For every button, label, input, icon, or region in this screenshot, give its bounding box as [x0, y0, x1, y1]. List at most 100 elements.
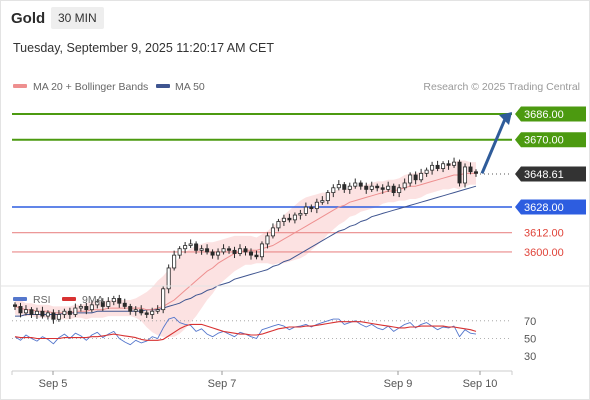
candle-body	[155, 309, 160, 312]
candle-body	[397, 187, 402, 194]
candle-body	[331, 187, 336, 194]
candle-body	[309, 206, 314, 210]
candle-body	[12, 304, 17, 307]
candle-body	[232, 249, 237, 254]
level-badge-3648.61	[515, 166, 586, 182]
candle-body	[446, 163, 451, 166]
rsi-tick-50: 50	[524, 334, 536, 346]
candle-body	[51, 312, 56, 320]
candle-body	[188, 243, 193, 246]
candle-body	[133, 309, 138, 312]
candle-body	[430, 164, 435, 171]
candle-body	[183, 245, 188, 250]
candle-body	[144, 312, 149, 315]
candle-body	[62, 310, 67, 315]
candle-body	[150, 310, 155, 315]
forecast-arrow-shaft	[480, 118, 507, 174]
candle-body	[336, 184, 341, 189]
candle-body	[177, 248, 182, 256]
candle-body	[89, 304, 94, 311]
level-label-3686.00: 3686.00	[524, 109, 564, 121]
candle-body	[199, 248, 204, 251]
candle-body	[95, 301, 100, 306]
candle-body	[369, 185, 374, 190]
level-label-3648.61: 3648.61	[524, 169, 564, 181]
candle-body	[45, 312, 50, 317]
rsi-tick-70: 70	[524, 316, 536, 328]
level-badge-3670.00	[515, 132, 586, 148]
candle-body	[298, 213, 303, 216]
forecast-arrow-head	[499, 112, 512, 126]
candle-body	[238, 248, 243, 254]
level-label-3628.00: 3628.00	[524, 202, 564, 214]
legend-rsi-label: RSI	[33, 294, 51, 306]
candle-body	[221, 248, 226, 253]
candle-body	[73, 307, 78, 315]
candle-body	[128, 306, 133, 312]
legend-9ma-label: 9MA	[82, 294, 104, 306]
legend-9ma-swatch	[62, 297, 76, 301]
candle-body	[78, 306, 83, 309]
candle-body	[358, 182, 363, 187]
candle-body	[473, 171, 478, 174]
x-tick-label-3: Sep 10	[463, 378, 498, 390]
candle-body	[413, 174, 418, 181]
candle-body	[161, 288, 166, 311]
candle-body	[243, 248, 248, 253]
candle-body	[386, 185, 391, 190]
candle-body	[303, 206, 308, 214]
candle-body	[122, 302, 127, 307]
candle-body	[424, 169, 429, 174]
candle-body	[347, 185, 352, 190]
candle-body	[210, 251, 215, 256]
candle-body	[254, 254, 259, 258]
candle-body	[402, 182, 407, 189]
candle-body	[276, 221, 281, 229]
candle-body	[172, 254, 177, 269]
x-tick-label-2: Sep 9	[384, 378, 413, 390]
legend-ma50-label: MA 50	[175, 81, 205, 93]
legend-rsi-swatch	[13, 297, 27, 301]
x-tick-label-0: Sep 5	[39, 378, 68, 390]
candle-body	[205, 248, 210, 253]
candle-body	[117, 298, 122, 304]
candle-body	[441, 163, 446, 169]
legend-ma20-label: MA 20 + Bollinger Bands	[33, 81, 148, 93]
level-label-3670.00: 3670.00	[524, 135, 564, 147]
legend-ma50-swatch	[156, 84, 170, 88]
candle-body	[23, 309, 28, 314]
candle-body	[320, 200, 325, 203]
candle-body	[259, 243, 264, 258]
candle-body	[281, 217, 286, 222]
candle-body	[18, 306, 23, 314]
candle-body	[265, 235, 270, 245]
candle-body	[435, 164, 440, 169]
candle-body	[375, 185, 380, 189]
candle-body	[29, 309, 34, 315]
level-badge-3686.00	[515, 106, 586, 122]
x-tick-label-1: Sep 7	[208, 378, 237, 390]
candle-body	[111, 298, 116, 303]
header: Gold 30 MIN	[0, 0, 590, 36]
candle-body	[380, 187, 385, 190]
level-badge-3628.00	[515, 199, 586, 215]
candle-body	[325, 192, 330, 202]
candle-body	[270, 227, 275, 237]
candle-body	[194, 243, 199, 251]
candle-body	[287, 217, 292, 221]
candle-body	[314, 201, 319, 210]
candle-body	[84, 306, 89, 311]
timeframe-button[interactable]: 30 MIN	[51, 7, 104, 29]
candle-body	[227, 248, 232, 251]
candle-body	[463, 166, 468, 184]
credit-text: Research © 2025 Trading Central	[423, 81, 580, 93]
candle-body	[106, 301, 111, 307]
candle-body	[40, 310, 45, 317]
candle-body	[452, 161, 457, 166]
candle-body	[248, 251, 253, 256]
candle-body	[342, 184, 347, 190]
rsi-tick-30: 30	[524, 351, 536, 363]
candle-body	[292, 214, 297, 221]
rsi-line	[14, 316, 477, 346]
